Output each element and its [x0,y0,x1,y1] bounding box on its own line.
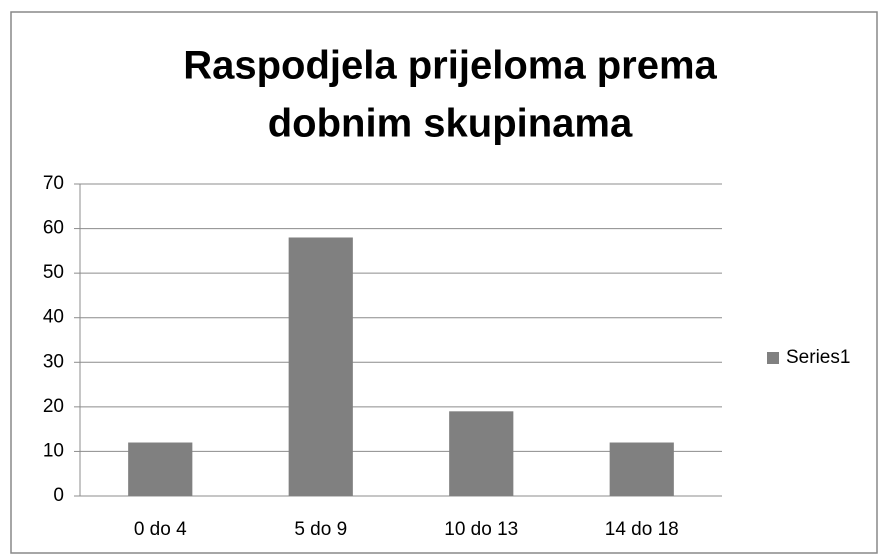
y-tick-label: 0 [53,485,64,506]
legend-swatch [767,352,779,364]
y-tick-label: 20 [43,396,64,417]
y-tick-label: 10 [43,440,64,461]
y-tick-label: 30 [43,351,64,372]
chart-title: dobnim skupinama [268,102,633,146]
y-tick-label: 70 [43,173,64,194]
y-tick-label: 50 [43,262,64,283]
x-tick-label: 14 do 18 [605,519,679,540]
bar [449,411,514,496]
x-tick-label: 10 do 13 [444,519,518,540]
y-tick-label: 60 [43,218,64,239]
bar [609,442,674,496]
y-tick-label: 40 [43,307,64,328]
x-tick-label: 0 do 4 [134,519,187,540]
chart-title: Raspodjela prijeloma prema [183,44,717,88]
bar [128,442,193,496]
bar [288,237,353,496]
x-tick-label: 5 do 9 [294,519,347,540]
legend-label: Series1 [786,347,850,368]
